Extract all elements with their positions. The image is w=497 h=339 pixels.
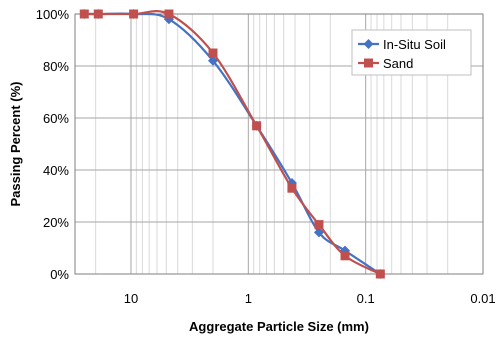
- data-point: [79, 9, 89, 19]
- data-point: [208, 48, 218, 58]
- data-point: [208, 55, 219, 66]
- y-tick-label: 20%: [43, 215, 69, 230]
- data-point: [252, 121, 262, 131]
- series-line: [84, 12, 381, 275]
- x-axis-title: Aggregate Particle Size (mm): [189, 319, 369, 334]
- x-tick-label: 1: [245, 291, 252, 306]
- series-2: [79, 9, 385, 279]
- data-point: [375, 269, 385, 279]
- x-tick-label: 0.1: [357, 291, 375, 306]
- y-tick-label: 60%: [43, 111, 69, 126]
- series-layer: [79, 9, 386, 279]
- tick-labels: 0% 20% 40% 60% 80% 100% 10 1 0.1 0.01: [36, 7, 496, 306]
- legend: In-Situ Soil Sand: [351, 29, 472, 76]
- legend-label: Sand: [383, 56, 413, 71]
- data-point: [129, 9, 139, 19]
- plot-area-frame: [74, 13, 484, 275]
- data-point: [164, 9, 174, 19]
- y-tick-label: 80%: [43, 59, 69, 74]
- legend-label: In-Situ Soil: [383, 37, 446, 52]
- data-point: [287, 183, 297, 193]
- data-point: [340, 251, 350, 261]
- series-line: [84, 10, 381, 275]
- legend-swatch-marker: [364, 58, 373, 68]
- x-tick-label: 0.01: [470, 291, 495, 306]
- y-axis-title: Passing Percent (%): [8, 82, 23, 207]
- data-point: [314, 220, 324, 230]
- y-tick-label: 0%: [50, 267, 69, 282]
- x-tick-label: 10: [124, 291, 138, 306]
- series-1: [79, 9, 386, 279]
- data-point: [93, 9, 103, 19]
- y-tick-label: 40%: [43, 163, 69, 178]
- y-tick-label: 100%: [36, 7, 70, 22]
- legend-swatch-marker: [363, 39, 374, 49]
- data-point: [313, 227, 324, 238]
